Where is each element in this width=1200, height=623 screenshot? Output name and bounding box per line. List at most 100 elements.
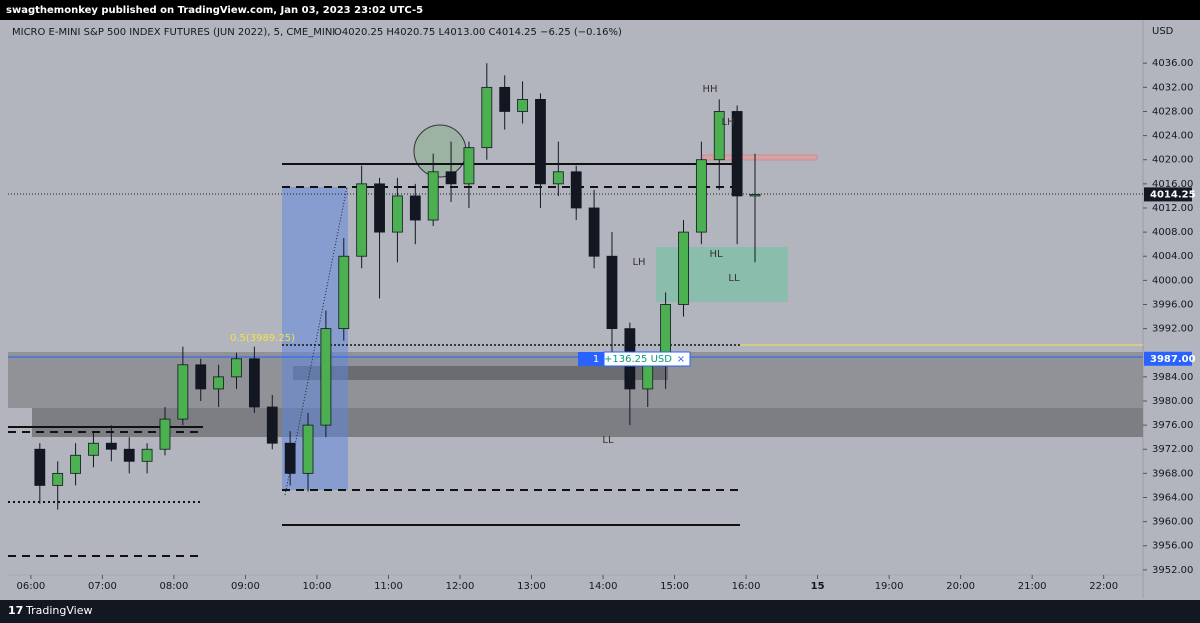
x-tick-label: 12:00 (446, 581, 475, 592)
y-tick-label: 3968.00 (1152, 468, 1193, 479)
candle-body (517, 99, 528, 112)
x-tick-label: 15:00 (660, 581, 689, 592)
candle-body (606, 255, 618, 330)
candle-body (231, 358, 242, 378)
y-tick-label: 3984.00 (1152, 372, 1193, 383)
x-tick-label: 13:00 (517, 581, 546, 592)
ohlc-legend: O4020.25 H4020.75 L4013.00 C4014.25 −6.2… (334, 27, 622, 38)
y-tick-label: 4004.00 (1152, 251, 1193, 262)
chart-background (0, 20, 1200, 600)
x-tick-label: 07:00 (88, 581, 117, 592)
y-tick-label: 3972.00 (1152, 444, 1193, 455)
zone (32, 408, 1143, 437)
close-icon[interactable]: × (677, 354, 685, 365)
candle-body (284, 442, 296, 474)
price-tag (1144, 351, 1192, 366)
candle-body (392, 195, 403, 233)
y-tick-label: 4020.00 (1152, 155, 1193, 166)
swing-label: HH (702, 84, 717, 95)
candle-body (88, 442, 99, 456)
candle-body (195, 364, 207, 390)
candle-body (642, 364, 654, 390)
candle-body (570, 171, 582, 209)
brand-logo: 17 (8, 604, 23, 617)
x-tick-label: 06:00 (16, 581, 45, 592)
y-tick-label: 3960.00 (1152, 517, 1193, 528)
y-tick-label: 3996.00 (1152, 299, 1193, 310)
candle-body (356, 183, 368, 257)
y-tick-label: 3952.00 (1152, 565, 1193, 576)
chart-title: MICRO E-MINI S&P 500 INDEX FUTURES (JUN … (12, 27, 335, 38)
red-box (702, 154, 818, 161)
candle-body (34, 448, 46, 486)
candle-body (105, 442, 117, 450)
brand: TradingView (25, 604, 92, 617)
y-tick-label: 4036.00 (1152, 58, 1193, 69)
blue-box (282, 187, 348, 490)
price-tag (1144, 187, 1192, 202)
swing-label: LL (602, 435, 614, 446)
bottom-bar (0, 600, 1200, 623)
candle-body (535, 99, 546, 185)
x-tick-label: 08:00 (160, 581, 189, 592)
candle-body (499, 86, 511, 112)
x-tick-label: 11:00 (374, 581, 403, 592)
x-tick-label: 14:00 (589, 581, 618, 592)
x-tick-label: 21:00 (1018, 581, 1047, 592)
position-label[interactable]: 1 +136.25 USD × (578, 351, 691, 367)
candle-body (248, 358, 260, 408)
y-tick-label: 3992.00 (1152, 324, 1193, 335)
swing-label: LH (632, 257, 645, 268)
candle-body (320, 328, 332, 426)
y-tick-label: 4012.00 (1152, 203, 1193, 214)
y-tick-label: 4000.00 (1152, 275, 1193, 286)
fib-label: 0.5(3989.25) (230, 333, 295, 344)
top-bar (0, 0, 1200, 20)
x-tick-label: 10:00 (303, 581, 332, 592)
y-tick-label: 4008.00 (1152, 227, 1193, 238)
candle-body (678, 231, 689, 305)
y-tick-label: 3980.00 (1152, 396, 1193, 407)
candle-body (141, 448, 153, 462)
candle-body (713, 111, 725, 161)
candle-body (749, 194, 761, 197)
swing-label: LH (721, 117, 734, 128)
candle-body (463, 147, 475, 185)
candle-body (731, 111, 743, 197)
candle-body (177, 364, 189, 420)
candle-body (481, 86, 493, 149)
candle-body (374, 183, 385, 233)
trend-line (284, 186, 348, 496)
position-qty-box (578, 352, 604, 366)
candle-body (302, 424, 314, 474)
candle-body (70, 454, 81, 474)
candle-body (338, 255, 350, 330)
candle-body (266, 406, 278, 444)
candle-body (123, 448, 135, 462)
x-tick-label: 15 (811, 581, 825, 592)
plot (8, 63, 1143, 557)
price-tag-label: 4014.25 (1150, 189, 1196, 200)
x-tick-label: 22:00 (1089, 581, 1118, 592)
x-tick-label: 09:00 (231, 581, 260, 592)
candle-body (588, 207, 600, 257)
x-tick-label: 19:00 (875, 581, 904, 592)
candle-body (695, 159, 707, 233)
y-tick-label: 4024.00 (1152, 131, 1193, 142)
candle-body (409, 195, 421, 221)
candle-body (213, 376, 225, 390)
position-pnl-box (603, 351, 691, 367)
green-box (656, 247, 788, 302)
publisher: swagthemonkey published on TradingView.c… (6, 5, 423, 16)
zone (293, 366, 668, 380)
candle-body (52, 472, 64, 486)
position-qty: 1 (593, 354, 599, 365)
y-tick-label: 4016.00 (1152, 179, 1193, 190)
y-tick-label: 3956.00 (1152, 541, 1193, 552)
candle-body (159, 418, 171, 450)
candle-body (445, 171, 457, 185)
swing-label: HL (709, 249, 723, 260)
currency: USD (1152, 26, 1174, 37)
circle-marker (413, 124, 467, 178)
